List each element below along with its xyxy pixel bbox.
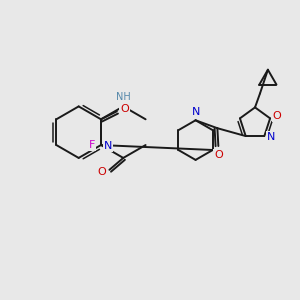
Text: N: N — [191, 107, 200, 117]
Text: F: F — [89, 140, 95, 150]
Text: N: N — [104, 141, 112, 151]
Text: NH: NH — [116, 92, 131, 103]
Text: N: N — [267, 132, 275, 142]
Text: O: O — [273, 111, 281, 122]
Text: O: O — [97, 167, 106, 177]
Text: O: O — [120, 104, 129, 114]
Text: O: O — [214, 150, 223, 160]
